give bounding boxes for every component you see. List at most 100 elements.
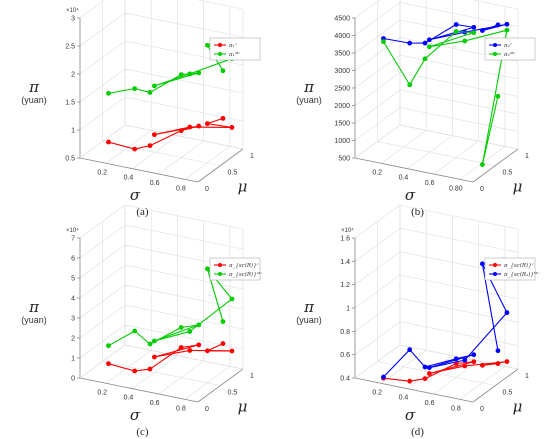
grid-line (399, 72, 519, 97)
z-tick-label: 0 (71, 376, 75, 383)
data-point (471, 24, 477, 30)
legend-swatch-marker (218, 272, 222, 276)
data-point (453, 22, 459, 27)
grid-line (399, 321, 519, 346)
z-tick-label: 0.4 (340, 376, 350, 383)
data-point (132, 368, 138, 374)
data-point (178, 128, 184, 134)
data-point (229, 125, 235, 130)
series-segment (409, 378, 426, 382)
data-point (151, 132, 157, 138)
series-0 (106, 341, 235, 374)
data-point (229, 348, 235, 354)
z-tick-label: 1.4 (340, 259, 350, 266)
data-point (495, 361, 501, 366)
series-segment (134, 368, 151, 372)
legend-label: π₂ᶜ (503, 43, 512, 49)
data-point (381, 374, 386, 380)
pi-unit-label: (yuan) (21, 95, 47, 105)
sigma-tick-label: 0.2 (97, 389, 107, 396)
sigma-tick-label: 0.6 (150, 400, 160, 407)
mu-tick-label: 0 (205, 406, 209, 413)
data-point (220, 341, 226, 346)
data-point (196, 342, 202, 348)
z-tick-label: 1500 (334, 121, 350, 128)
data-point (407, 40, 413, 46)
grid-line (124, 96, 244, 122)
legend-label: π₁ᴹᶜ (228, 51, 240, 58)
data-point (462, 363, 468, 369)
legend-swatch-marker (493, 52, 497, 56)
data-point (504, 21, 510, 27)
z-tick-label: 500 (338, 156, 350, 163)
series-segment (134, 330, 151, 345)
data-point (106, 139, 111, 145)
data-point (178, 345, 184, 350)
series-segment (429, 40, 465, 48)
mu-tick-label: 0 (480, 406, 484, 413)
data-point (495, 93, 501, 99)
z-tick-label: 1 (71, 128, 75, 135)
data-point (471, 359, 477, 365)
z-tick-label: 2 (71, 72, 75, 79)
chart-panel-d: 0.4 0.6 0.8 1 1.2 1.4 1.6 ×10⁴ 0.2 0.4 0.6 0.8 0 0.5 1… (296, 204, 539, 438)
z-tick-label: 0.8 (340, 329, 350, 336)
mu-axis-line (472, 148, 519, 183)
data-point (147, 366, 153, 372)
series-segment (108, 88, 135, 94)
legend-swatch-marker (493, 43, 497, 47)
data-point (106, 90, 111, 96)
series-segment (482, 24, 499, 32)
mu-tick-label: 1 (250, 373, 254, 380)
legend-swatch-marker (218, 263, 222, 267)
pi-axis-label: π (28, 78, 40, 96)
series-segment (429, 354, 474, 369)
mu-tick-label: 1 (525, 373, 529, 380)
legend-label: π_{sc(R₂)}ᴹᶜ (503, 271, 539, 278)
sigma-tick-label: 0.4 (399, 175, 409, 182)
data-point (106, 343, 111, 349)
series-segment (154, 330, 190, 342)
series-segment (429, 365, 465, 375)
series-segment (383, 37, 410, 44)
data-point (422, 376, 428, 382)
data-point (187, 124, 193, 130)
data-point (407, 82, 413, 88)
data-point (187, 348, 193, 353)
mu-tick-label: 1 (250, 153, 254, 160)
grid-line (472, 0, 519, 10)
mu-tick-label: 0 (480, 186, 484, 193)
pi-axis-label: π (303, 298, 315, 316)
series-segment (134, 145, 151, 150)
data-point (220, 115, 226, 121)
mu-tick-label: 0.5 (503, 170, 513, 177)
series-segment (207, 117, 224, 125)
sigma-axis-label: σ (130, 406, 141, 424)
mu-axis-label: μ (513, 398, 523, 416)
box-edge (354, 344, 401, 379)
mu-tick-label: 0.5 (503, 390, 513, 397)
sigma-tick-label: 0.6 (425, 180, 435, 187)
z-tick-label: 3 (71, 316, 75, 323)
grid-line (124, 40, 244, 66)
legend-label: π_{sc(R)}ᶜ (228, 262, 259, 269)
z-tick-label: 0.6 (340, 352, 350, 359)
data-point (462, 38, 468, 44)
grid-line (377, 141, 496, 166)
mu-axis-line (197, 368, 244, 403)
sigma-tick-label: 0.2 (97, 169, 107, 176)
panel-caption: (c) (136, 426, 149, 438)
z-exponent-label: ×10⁴ (66, 7, 79, 14)
sigma-tick-label: 0.4 (399, 395, 409, 402)
data-point (151, 83, 157, 89)
box-edge (79, 124, 126, 159)
series-segment (409, 58, 426, 86)
pi-axis-label: π (28, 298, 40, 316)
panel-caption: (d) (411, 426, 424, 438)
z-tick-label: 1.6 (340, 236, 350, 243)
pi-unit-label: (yuan) (21, 315, 47, 325)
mu-axis-label: μ (238, 398, 248, 416)
legend-label: π_{sc(R)}ᴹᶜ (228, 271, 262, 278)
series-1 (381, 27, 510, 167)
data-point (504, 310, 510, 316)
